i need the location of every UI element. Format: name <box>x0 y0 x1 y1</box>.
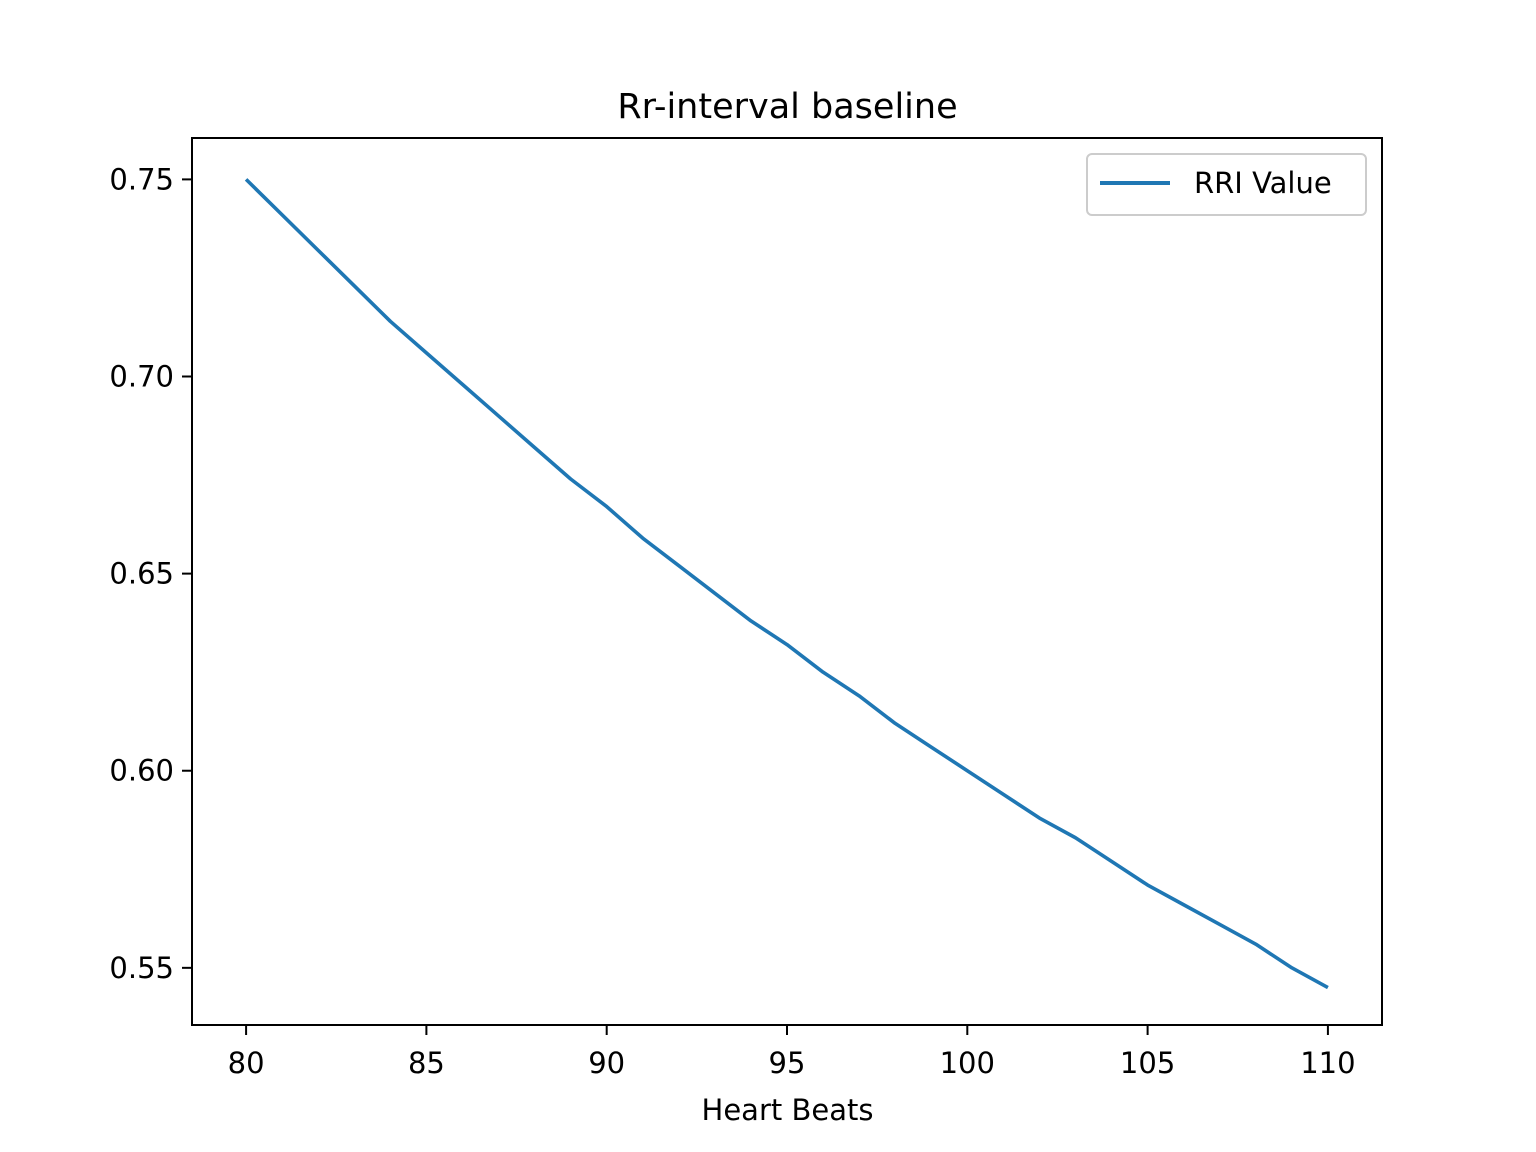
y-tick-label: 0.75 <box>109 162 174 196</box>
y-tick-label: 0.55 <box>109 951 174 985</box>
x-tick-label: 110 <box>1300 1046 1355 1080</box>
plot-area <box>244 178 1329 990</box>
x-tick-label: 95 <box>769 1046 806 1080</box>
y-tick-label: 0.65 <box>109 557 174 591</box>
legend-label-rri-value: RRI Value <box>1194 166 1332 200</box>
x-tick-label: 90 <box>588 1046 625 1080</box>
y-tick-label: 0.70 <box>109 360 174 394</box>
chart-title: Rr-interval baseline <box>617 87 957 127</box>
x-tick-label: 80 <box>228 1046 265 1080</box>
x-tick-label: 85 <box>408 1046 445 1080</box>
y-tick-label: 0.60 <box>109 754 174 788</box>
x-tick-label: 100 <box>940 1046 995 1080</box>
plot-frame <box>191 137 1383 1026</box>
x-axis-label: Heart Beats <box>702 1093 874 1127</box>
series-line-0 <box>244 178 1329 990</box>
legend: RRI Value <box>1086 153 1367 216</box>
legend-box <box>1086 153 1367 216</box>
x-axis: 80 85 90 95 100 105 110 <box>228 1025 1356 1080</box>
y-axis: 0.55 0.60 0.65 0.70 0.75 <box>109 162 192 985</box>
x-tick-label: 105 <box>1120 1046 1175 1080</box>
